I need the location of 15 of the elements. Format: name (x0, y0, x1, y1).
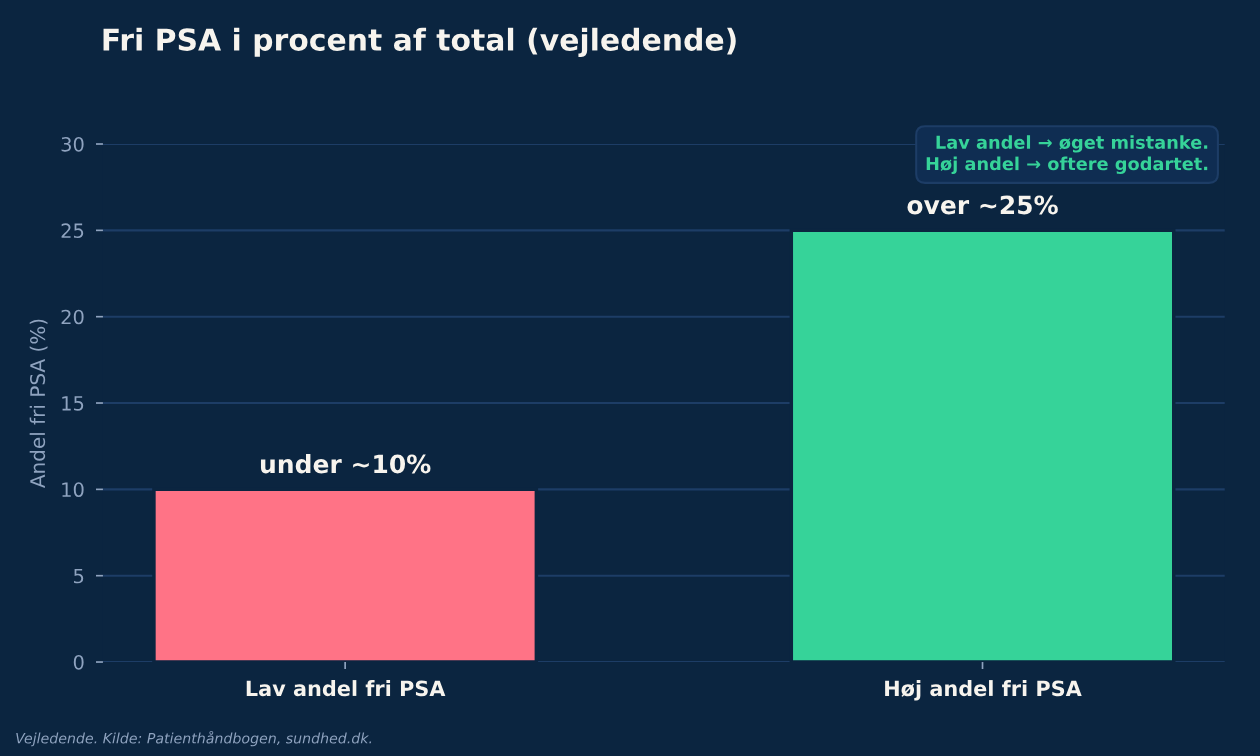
y-axis-title: Andel fri PSA (%) (29, 319, 48, 488)
chart-title: Fri PSA i procent af total (vejledende) (103, 27, 736, 57)
y-tick-label: 20 (61, 309, 84, 325)
x-tick-label: Lav andel fri PSA (246, 680, 446, 697)
y-tick-label: 25 (61, 223, 84, 239)
y-tick-label: 0 (73, 654, 84, 670)
y-tick-label: 10 (62, 482, 84, 498)
y-tick-label: 15 (62, 396, 84, 411)
data-label: over ~25% (907, 195, 1058, 215)
x-tick-label: Høj andel fri PSA (885, 680, 1082, 701)
text: Vejledende. Kilde: Patienthåndbogen, sundhed.dk. (16, 730, 372, 747)
annotation: Lav andel → øget mistanke. Høj andel → oftere godartet. (926, 135, 1208, 174)
y-tick-label: 5 (74, 568, 84, 584)
y-tick-label: 30 (61, 136, 84, 152)
data-label: under ~10% (260, 454, 431, 474)
